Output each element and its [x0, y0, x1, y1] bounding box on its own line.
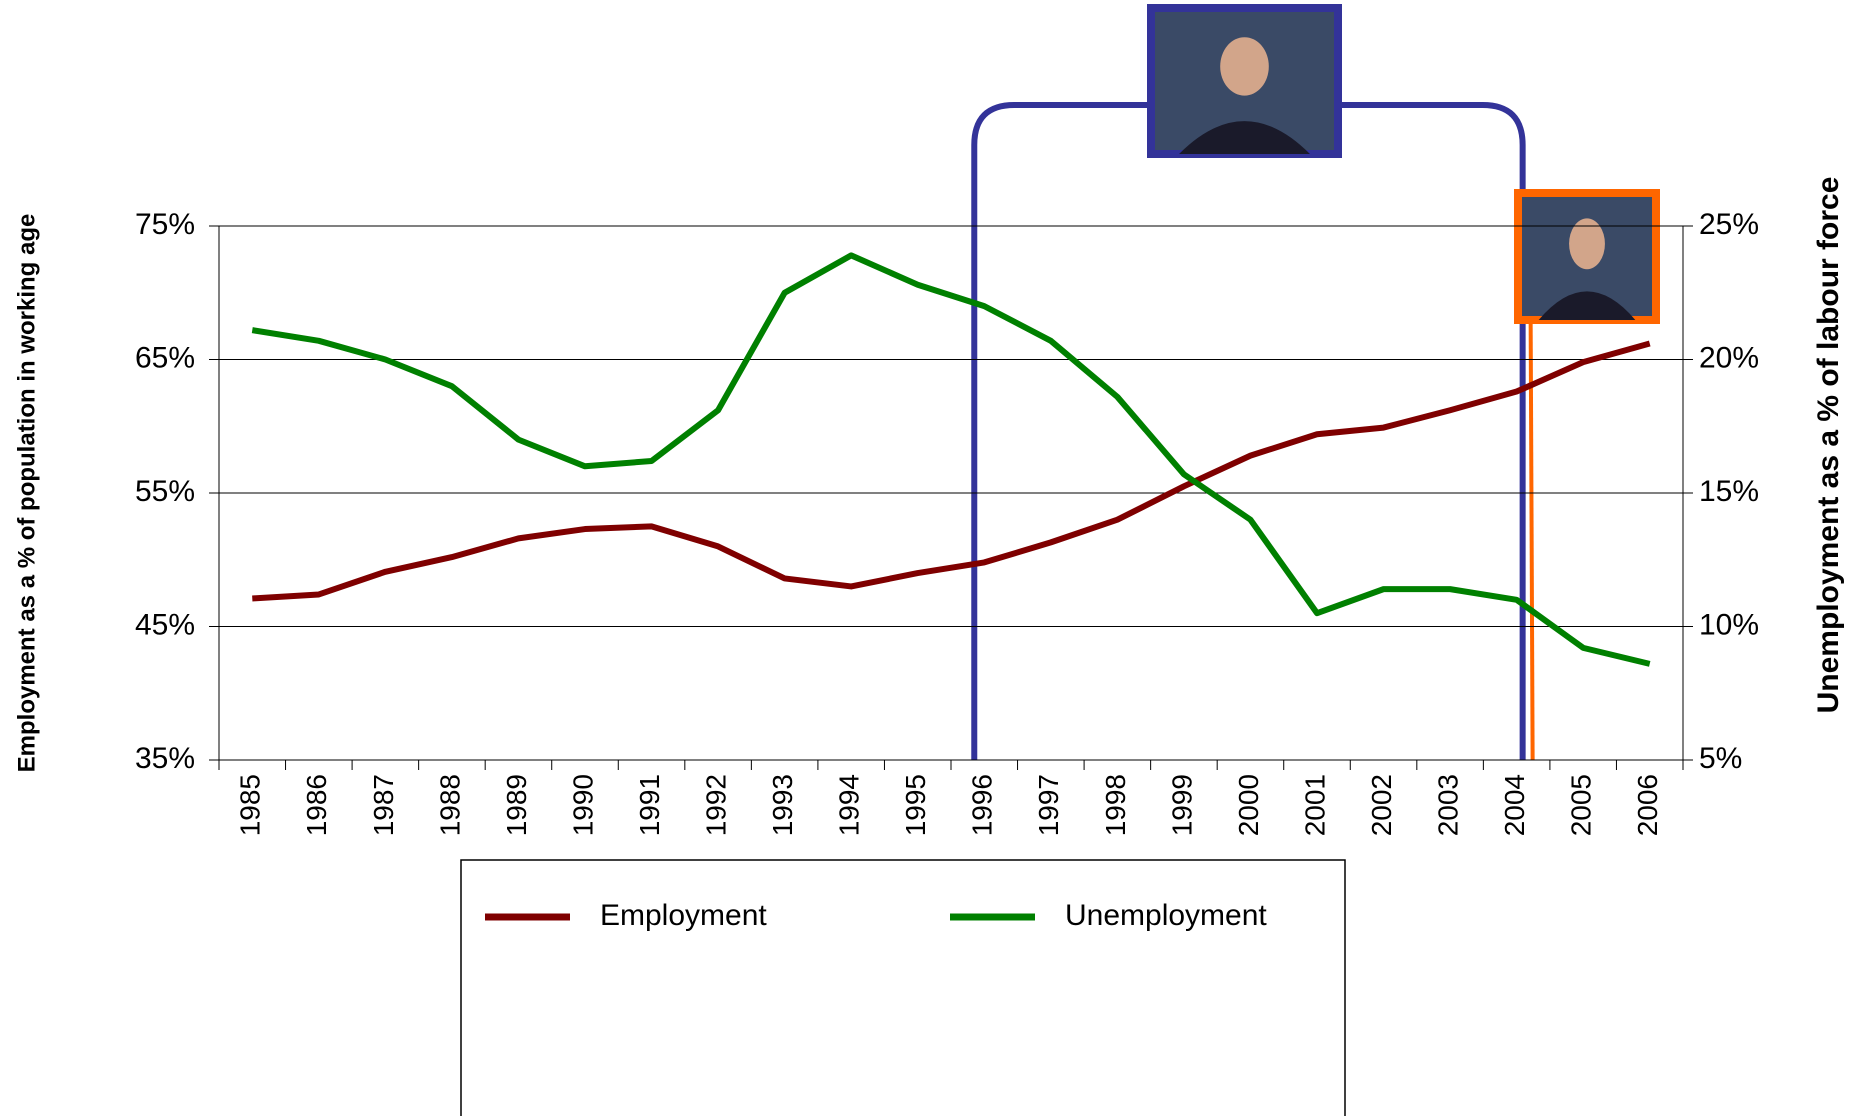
y-tick-label: 55%: [135, 475, 195, 508]
x-tick-label: 1995: [900, 774, 931, 836]
y-tick-label: 75%: [135, 208, 195, 241]
x-tick-label: 1990: [567, 774, 598, 836]
y2-tick-label: 20%: [1699, 341, 1759, 374]
y2-axis-title: Unemployment as a % of labour force: [1812, 177, 1845, 714]
series-line: [252, 340, 1651, 602]
x-tick-label: 1993: [767, 774, 798, 836]
y-axis-title: Employment as a % of population in worki…: [13, 214, 40, 773]
x-tick-label: 1994: [834, 774, 865, 836]
x-tick-label: 2003: [1432, 774, 1463, 836]
y2-tick-label: 5%: [1699, 742, 1742, 775]
legend-box: [460, 859, 1346, 1116]
y-tick-label: 45%: [135, 608, 195, 641]
x-tick-label: 1988: [434, 774, 465, 836]
x-tick-label: 1996: [967, 774, 998, 836]
portrait-body: [1538, 291, 1636, 320]
x-tick-label: 2001: [1299, 774, 1330, 836]
term-marker: [1528, 319, 1535, 761]
portrait-body: [1179, 121, 1310, 154]
x-tick-label: 2004: [1499, 774, 1530, 836]
x-tick-label: 1987: [368, 774, 399, 836]
legend-label: Employment: [600, 899, 767, 932]
y2-tick-label: 15%: [1699, 475, 1759, 508]
x-tick-label: 1991: [634, 774, 665, 836]
portrait: [1514, 189, 1660, 324]
annotations: [971, 4, 1660, 761]
term-bracket: [971, 102, 1526, 760]
x-tick-label: 1989: [501, 774, 532, 836]
portrait: [1147, 4, 1342, 158]
y2-tick-label: 10%: [1699, 608, 1759, 641]
x-tick-label: 1999: [1166, 774, 1197, 836]
portrait-face: [1220, 37, 1269, 96]
x-tick-label: 1998: [1100, 774, 1131, 836]
x-tick-label: 1992: [700, 774, 731, 836]
series-line: [251, 252, 1651, 667]
y-tick-label: 35%: [135, 742, 195, 775]
y2-tick-label: 25%: [1699, 208, 1759, 241]
x-tick-label: 2005: [1566, 774, 1597, 836]
x-tick-label: 2000: [1233, 774, 1264, 836]
portrait-face: [1569, 218, 1605, 270]
x-tick-label: 1985: [235, 774, 266, 836]
y-tick-label: 65%: [135, 341, 195, 374]
legend-label: Unemployment: [1065, 899, 1267, 932]
x-tick-label: 1997: [1033, 774, 1064, 836]
x-tick-label: 1986: [301, 774, 332, 836]
x-tick-label: 2006: [1632, 774, 1663, 836]
x-tick-label: 2002: [1366, 774, 1397, 836]
